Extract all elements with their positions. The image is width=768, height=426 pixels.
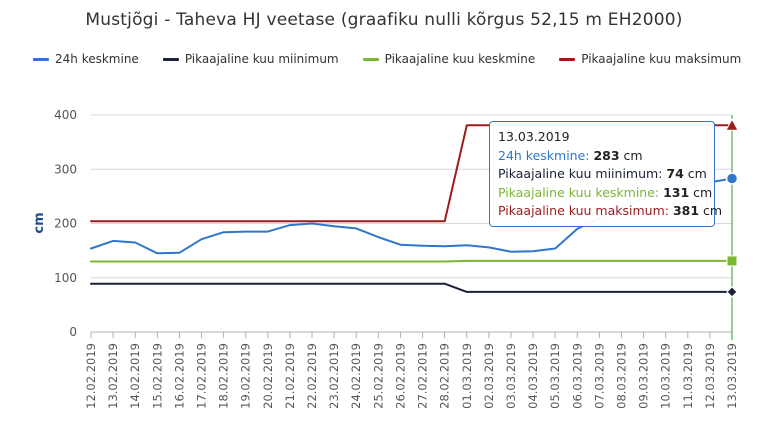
tooltip-value: 283 bbox=[593, 147, 620, 163]
tooltip-date: 13.03.2019 bbox=[498, 129, 570, 144]
x-tick-label: 08.03.2019 bbox=[614, 343, 628, 409]
x-tick-label: 07.03.2019 bbox=[592, 343, 606, 409]
x-tick-label: 15.02.2019 bbox=[150, 343, 164, 409]
legend-item-monthly-minimum[interactable]: Pikaajaline kuu miinimum bbox=[162, 52, 339, 66]
series-line-1 bbox=[90, 282, 733, 293]
tooltip-unit: cm bbox=[699, 203, 723, 218]
tooltip-label: Pikaajaline kuu keskmine: bbox=[498, 184, 664, 200]
marker-monthly-maximum bbox=[725, 118, 739, 131]
x-tick-label: 11.03.2019 bbox=[681, 343, 695, 409]
x-tick-label: 14.02.2019 bbox=[128, 343, 142, 409]
tooltip: 13.03.2019 24h keskmine: 283 cm Pikaajal… bbox=[489, 121, 722, 227]
tooltip-value: 131 bbox=[663, 184, 690, 200]
chart-title: Mustjõgi - Taheva HJ veetase (graafiku n… bbox=[85, 10, 683, 30]
tooltip-value: 381 bbox=[672, 203, 700, 218]
x-tick-label: 06.03.2019 bbox=[570, 343, 584, 409]
tooltip-label: Pikaajaline kuu maksimum: bbox=[498, 203, 673, 218]
legend-label: Pikaajaline kuu keskmine bbox=[384, 52, 536, 66]
legend: 24h keskmine Pikaajaline kuu miinimum Pi… bbox=[33, 50, 765, 68]
legend-item-24h-average[interactable]: 24h keskmine bbox=[33, 52, 139, 66]
y-tick-label: 100 bbox=[54, 271, 77, 285]
tooltip-unit: cm bbox=[619, 147, 643, 163]
legend-swatch bbox=[33, 57, 49, 61]
x-tick-label: 01.03.2019 bbox=[460, 343, 474, 409]
tooltip-row-monthly-average: Pikaajaline kuu keskmine: 131 cm bbox=[498, 184, 712, 203]
x-tick-label: 12.03.2019 bbox=[703, 343, 717, 409]
x-tick-label: 26.02.2019 bbox=[393, 343, 407, 409]
x-tick-label: 03.03.2019 bbox=[504, 343, 518, 409]
x-tick-label: 23.02.2019 bbox=[327, 343, 341, 409]
x-tick-label: 09.03.2019 bbox=[637, 343, 651, 409]
tooltip-unit: cm bbox=[689, 184, 713, 200]
marker-24h-average bbox=[725, 172, 739, 185]
tooltip-row-24h-average: 24h keskmine: 283 cm bbox=[498, 147, 706, 166]
x-tick-label: 17.02.2019 bbox=[195, 343, 209, 409]
tooltip-label: 24h keskmine: bbox=[498, 147, 594, 163]
legend-label: 24h keskmine bbox=[55, 52, 139, 66]
x-tick-label: 25.02.2019 bbox=[371, 343, 385, 409]
legend-item-monthly-maximum[interactable]: Pikaajaline kuu maksimum bbox=[559, 52, 741, 66]
tooltip-row-monthly-minimum: Pikaajaline kuu miinimum: 74 cm bbox=[498, 165, 707, 184]
y-tick-label: 200 bbox=[54, 217, 77, 231]
x-tick-label: 18.02.2019 bbox=[217, 343, 231, 409]
x-tick-label: 24.02.2019 bbox=[349, 343, 363, 409]
y-tick-label: 300 bbox=[54, 162, 77, 176]
x-tick-label: 13.02.2019 bbox=[106, 343, 120, 409]
series-line-2 bbox=[90, 259, 733, 263]
y-tick-label: 400 bbox=[54, 108, 77, 122]
x-tick-label: 28.02.2019 bbox=[438, 343, 452, 409]
tooltip-value: 74 bbox=[666, 166, 684, 181]
marker-monthly-average bbox=[726, 255, 738, 267]
tooltip-label: Pikaajaline kuu miinimum: bbox=[498, 166, 667, 181]
y-tick-label: 0 bbox=[69, 325, 77, 339]
x-tick-label: 02.03.2019 bbox=[482, 343, 496, 409]
x-tick-label: 05.03.2019 bbox=[548, 343, 562, 409]
x-tick-label: 12.02.2019 bbox=[84, 343, 98, 409]
legend-item-monthly-average[interactable]: Pikaajaline kuu keskmine bbox=[362, 52, 536, 66]
x-tick-label: 20.02.2019 bbox=[261, 343, 275, 409]
legend-swatch bbox=[162, 57, 179, 61]
x-tick-label: 21.02.2019 bbox=[283, 343, 297, 409]
legend-swatch bbox=[362, 57, 379, 61]
legend-label: Pikaajaline kuu maksimum bbox=[581, 52, 742, 66]
x-tick-label: 10.03.2019 bbox=[659, 343, 673, 409]
tooltip-unit: cm bbox=[683, 166, 707, 181]
legend-swatch bbox=[559, 57, 576, 61]
marker-monthly-minimum bbox=[726, 286, 738, 298]
legend-label: Pikaajaline kuu miinimum bbox=[184, 52, 339, 66]
x-tick-label: 22.02.2019 bbox=[305, 343, 319, 409]
tooltip-row-monthly-maximum: Pikaajaline kuu maksimum: 381 cm bbox=[498, 202, 722, 221]
x-tick-label: 16.02.2019 bbox=[172, 343, 186, 409]
x-tick-label: 04.03.2019 bbox=[526, 343, 540, 409]
y-axis-title: cm bbox=[32, 212, 47, 233]
x-tick-label: 27.02.2019 bbox=[416, 343, 430, 409]
x-tick-label: 19.02.2019 bbox=[239, 343, 253, 409]
x-tick-label: 13.03.2019 bbox=[725, 343, 739, 409]
